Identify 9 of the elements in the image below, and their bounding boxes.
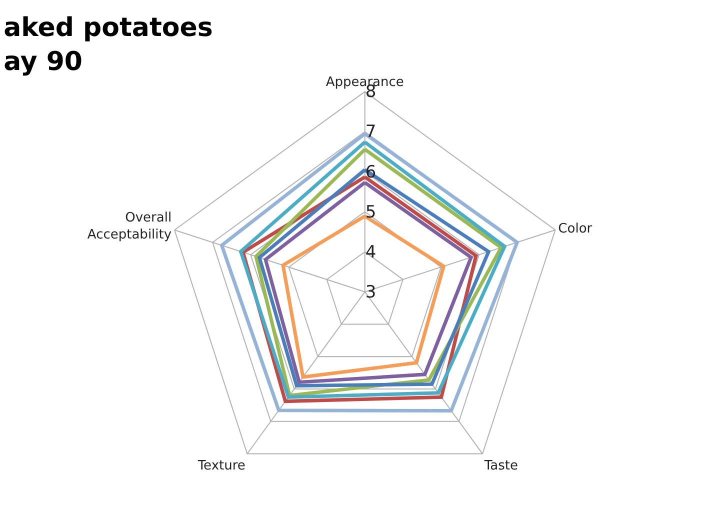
spoke-label: Texture <box>196 458 246 474</box>
y-tick-label: 3 <box>365 282 376 302</box>
y-tick-label: 7 <box>365 122 376 142</box>
spoke-label: Taste <box>483 458 518 474</box>
spoke-label: Overall Acceptability <box>87 210 172 242</box>
chart-title: aked potatoes ay 90 <box>4 13 213 77</box>
spoke-label: Color <box>558 222 593 237</box>
y-tick-label: 4 <box>365 242 376 262</box>
y-tick-label: 5 <box>365 202 376 222</box>
